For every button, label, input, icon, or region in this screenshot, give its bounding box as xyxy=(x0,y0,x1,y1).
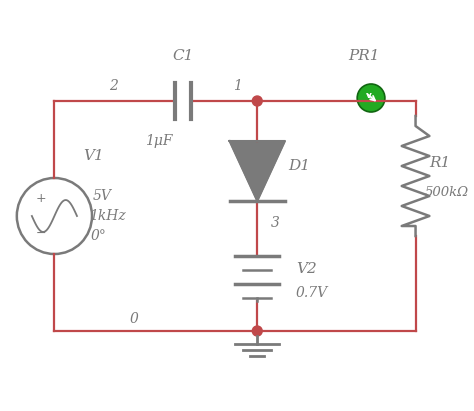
Circle shape xyxy=(252,96,262,106)
Text: V1: V1 xyxy=(83,149,104,163)
Text: v: v xyxy=(366,92,372,101)
Text: V2: V2 xyxy=(296,262,317,276)
Text: 1μF: 1μF xyxy=(145,134,172,148)
Text: 0.7V: 0.7V xyxy=(296,286,328,300)
Text: 1kHz: 1kHz xyxy=(89,209,125,223)
Text: 2: 2 xyxy=(109,79,118,93)
Text: 5V: 5V xyxy=(92,189,111,203)
Text: 0°: 0° xyxy=(91,229,107,243)
Text: 3: 3 xyxy=(271,216,280,230)
Text: 1: 1 xyxy=(233,79,242,93)
Text: 500kΩ: 500kΩ xyxy=(425,187,469,199)
Text: −: − xyxy=(36,226,46,240)
Text: D1: D1 xyxy=(288,159,310,173)
Text: PR1: PR1 xyxy=(348,49,380,63)
Circle shape xyxy=(357,84,385,112)
Text: C1: C1 xyxy=(173,49,194,63)
Text: R1: R1 xyxy=(429,156,451,170)
Text: 0: 0 xyxy=(129,312,138,326)
Text: +: + xyxy=(36,192,46,206)
Polygon shape xyxy=(229,141,285,201)
Circle shape xyxy=(252,326,262,336)
